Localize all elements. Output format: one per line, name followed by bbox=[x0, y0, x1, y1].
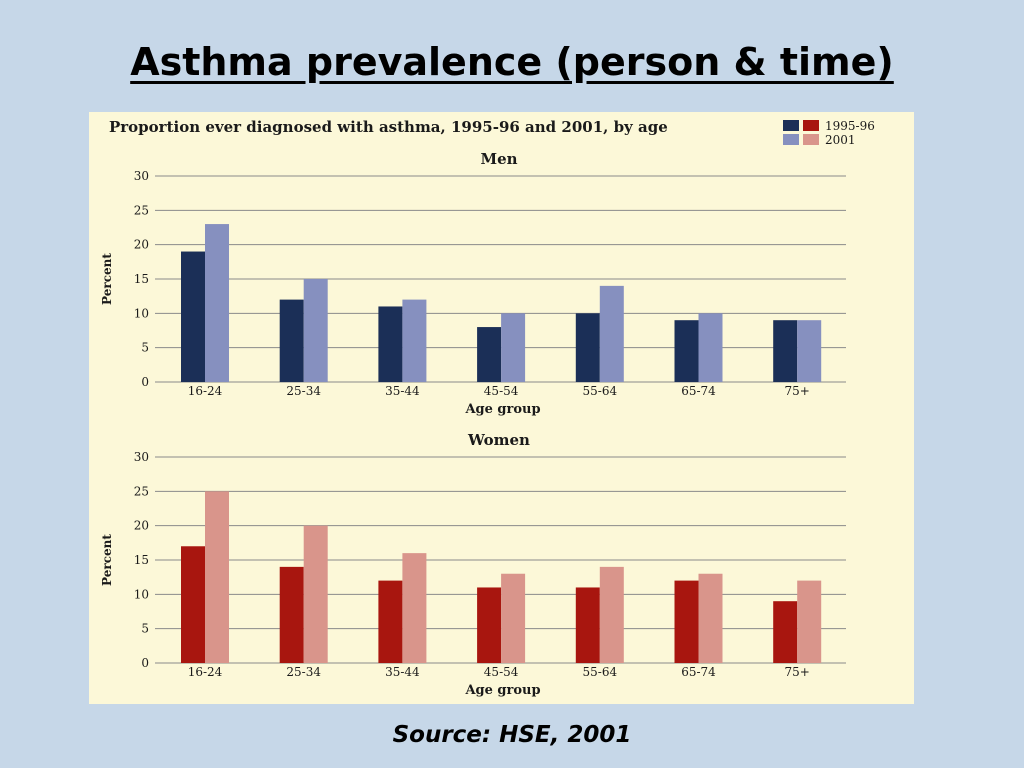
men-x-tick-label: 35-44 bbox=[385, 384, 420, 398]
men-y-tick-label: 0 bbox=[141, 375, 149, 389]
men-x-axis-label: Age group bbox=[464, 402, 540, 417]
men-x-tick-label: 55-64 bbox=[583, 384, 618, 398]
women-x-tick-label: 16-24 bbox=[188, 665, 223, 679]
men-bar-2001 bbox=[698, 313, 723, 382]
women-y-tick-label: 10 bbox=[134, 587, 149, 601]
chart-title: Proportion ever diagnosed with asthma, 1… bbox=[109, 118, 668, 136]
men-bar-1995 bbox=[181, 251, 205, 382]
men-y-tick-label: 30 bbox=[134, 169, 149, 183]
women-bar-1995 bbox=[477, 587, 502, 663]
women-bar-2001 bbox=[402, 553, 427, 663]
men-x-tick-label: 75+ bbox=[785, 384, 810, 398]
women-x-tick-label: 45-54 bbox=[484, 665, 519, 679]
women-bar-2001 bbox=[599, 566, 624, 663]
men-bar-2001 bbox=[402, 299, 427, 382]
legend-swatch-women-2001 bbox=[803, 134, 819, 145]
women-bar-2001 bbox=[303, 525, 328, 663]
women-bar-1995 bbox=[575, 587, 600, 663]
women-bar-2001 bbox=[797, 580, 822, 663]
women-x-tick-label: 65-74 bbox=[681, 665, 716, 679]
men-y-tick-label: 10 bbox=[134, 306, 149, 320]
men-bar-1995 bbox=[575, 313, 600, 382]
women-x-tick-label: 25-34 bbox=[286, 665, 321, 679]
women-y-tick-label: 15 bbox=[134, 553, 149, 567]
men-bar-2001 bbox=[303, 279, 328, 382]
men-panel-title: Men bbox=[480, 150, 517, 168]
women-x-tick-label: 55-64 bbox=[583, 665, 618, 679]
women-y-tick-label: 20 bbox=[134, 519, 149, 533]
asthma-chart: Proportion ever diagnosed with asthma, 1… bbox=[100, 118, 875, 698]
men-x-tick-label: 65-74 bbox=[681, 384, 716, 398]
men-bar-2001 bbox=[501, 313, 526, 382]
men-y-tick-label: 20 bbox=[134, 238, 149, 252]
legend-swatch-men-2001 bbox=[783, 134, 799, 145]
women-panel: Women 0 5 10 15 20 25 30 Percent 16-24 25-34 35-44 4… bbox=[100, 431, 846, 698]
men-y-tick-label: 15 bbox=[134, 272, 149, 286]
men-y-axis-label: Percent bbox=[100, 253, 114, 305]
women-bar-1995 bbox=[279, 566, 304, 663]
legend-swatch-men-1995 bbox=[783, 120, 799, 131]
women-y-tick-label: 25 bbox=[134, 484, 149, 498]
women-y-tick-label: 30 bbox=[134, 450, 149, 464]
men-x-tick-label: 25-34 bbox=[286, 384, 321, 398]
women-x-tick-label: 75+ bbox=[785, 665, 810, 679]
women-bar-1995 bbox=[773, 601, 798, 663]
women-panel-title: Women bbox=[467, 431, 530, 449]
men-x-tick-label: 45-54 bbox=[484, 384, 519, 398]
men-bar-2001 bbox=[205, 224, 229, 382]
legend-swatch-women-1995 bbox=[803, 120, 819, 131]
men-bar-2001 bbox=[599, 285, 624, 382]
men-bar-1995 bbox=[477, 327, 502, 382]
women-y-tick-label: 5 bbox=[141, 622, 149, 636]
women-x-tick-label: 35-44 bbox=[385, 665, 420, 679]
women-bar-2001 bbox=[205, 491, 229, 663]
men-panel: Men 0 5 10 15 20 25 30 Percent 16-24 25-34 35-44 45-… bbox=[100, 150, 846, 417]
men-y-tick-label: 5 bbox=[141, 341, 149, 355]
men-bar-2001 bbox=[797, 320, 822, 382]
men-bar-1995 bbox=[279, 299, 304, 382]
men-y-tick-label: 25 bbox=[134, 203, 149, 217]
legend-label-1995: 1995-96 bbox=[825, 119, 875, 133]
slide-title: Asthma prevalence (person & time) bbox=[130, 40, 894, 84]
legend-label-2001: 2001 bbox=[825, 133, 856, 147]
women-bar-1995 bbox=[674, 580, 699, 663]
women-bar-1995 bbox=[378, 580, 403, 663]
women-bar-2001 bbox=[501, 573, 526, 663]
women-bar-1995 bbox=[181, 546, 205, 663]
source-note: Source: HSE, 2001 bbox=[392, 722, 632, 748]
women-y-axis-label: Percent bbox=[100, 534, 114, 586]
women-bar-2001 bbox=[698, 573, 723, 663]
women-x-axis-label: Age group bbox=[464, 683, 540, 698]
legend: 1995-96 2001 bbox=[783, 119, 875, 147]
men-bar-1995 bbox=[378, 306, 403, 382]
men-bar-1995 bbox=[674, 320, 699, 382]
men-x-tick-label: 16-24 bbox=[188, 384, 223, 398]
men-bar-1995 bbox=[773, 320, 798, 382]
women-y-tick-label: 0 bbox=[141, 656, 149, 670]
chart-panel: Proportion ever diagnosed with asthma, 1… bbox=[89, 112, 914, 704]
